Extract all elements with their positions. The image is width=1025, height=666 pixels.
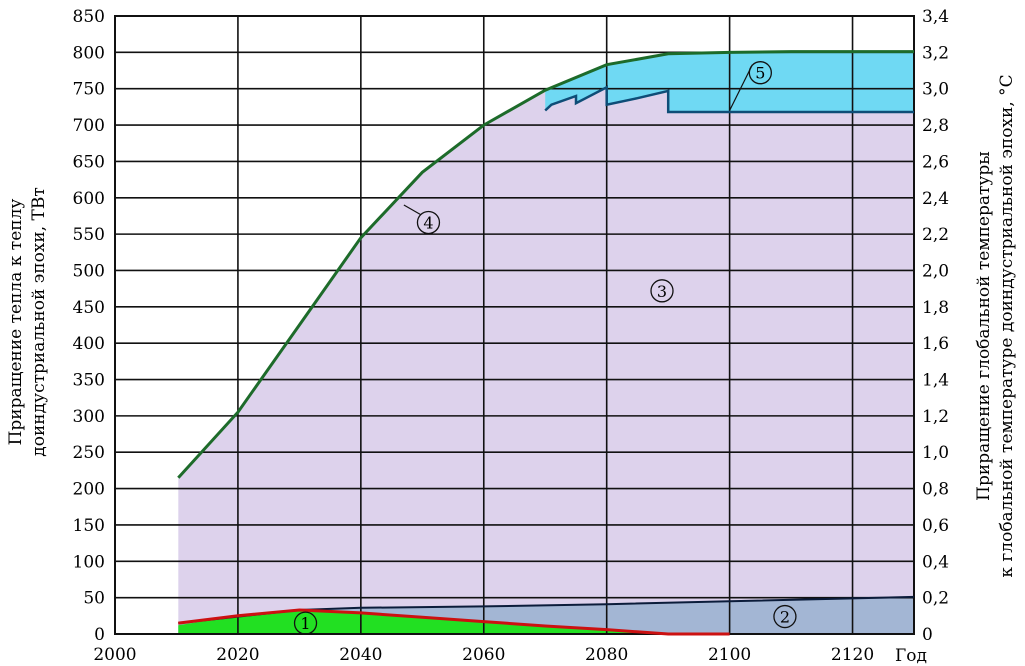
marker-3-circle (650, 279, 674, 303)
y-right-tick-label-17: 3,4 (922, 7, 949, 27)
y-left-tick-label-850: 850 (73, 7, 105, 27)
y-right-tick-label-14: 2,8 (922, 116, 949, 136)
y-left-tick-label-50: 50 (83, 589, 105, 609)
marker-5-leader (729, 64, 753, 111)
series-red-line (178, 608, 730, 636)
marker-2-circle (773, 604, 797, 629)
y-left-tick-label-300: 300 (73, 407, 105, 427)
x-tick-label-2120: 2120 (831, 645, 874, 665)
y-right-tick-label-8: 1,6 (922, 334, 949, 354)
marker-1-label: 1 (300, 614, 310, 633)
plot-frame (114, 15, 915, 635)
y-right-tick-label-1: 0,2 (922, 589, 949, 609)
x-tick-label-2000: 2000 (93, 645, 136, 665)
y-left-tick-label-700: 700 (73, 116, 105, 136)
series-1-area (178, 610, 669, 634)
y-right-tick-label-12: 2,4 (922, 189, 949, 209)
y-right-title-line2: к глобальной температуре доиндустриально… (997, 74, 1017, 577)
chart-ticks: 2000 2020 2040 2060 2080 2100 2120050100150200… (73, 7, 950, 665)
marker-4-leader (403, 204, 421, 216)
marker-5-label: 5 (755, 64, 765, 83)
y-right-tick-label-11: 2,2 (922, 225, 949, 245)
y-right-title-line1: Приращение глобальной температуры (974, 151, 994, 501)
y-right-tick-label-5: 1,0 (922, 443, 949, 463)
y-right-tick-label-2: 0,4 (922, 552, 949, 572)
y-right-tick-label-3: 0,6 (922, 516, 949, 536)
y-left-tick-label-0: 0 (94, 625, 105, 645)
y-right-tick-label-15: 3,0 (922, 80, 949, 100)
x-axis-end-label: Год (895, 646, 927, 666)
y-left-tick-label-750: 750 (73, 80, 105, 100)
marker-1-circle (293, 611, 318, 635)
x-tick-label-2040: 2040 (339, 645, 382, 665)
y-left-title-line2: доиндустриальной эпохи, ТВт (29, 187, 49, 457)
y-right-tick-label-4: 0,8 (922, 480, 949, 500)
y-right-tick-label-7: 1,4 (922, 371, 949, 391)
y-left-tick-label-450: 450 (73, 298, 105, 318)
marker-2-label: 2 (780, 608, 790, 627)
y-left-tick-label-250: 250 (73, 443, 105, 463)
marker-5-circle (748, 61, 772, 85)
y-left-tick-label-550: 550 (73, 225, 105, 245)
series-4-line (177, 50, 914, 479)
y-right-tick-label-0: 0 (922, 625, 933, 645)
y-right-tick-label-10: 2,0 (922, 261, 949, 281)
x-tick-label-2080: 2080 (585, 645, 628, 665)
x-tick-label-2060: 2060 (462, 645, 505, 665)
x-tick-label-2020: 2020 (216, 645, 259, 665)
y-left-tick-label-350: 350 (73, 371, 105, 391)
y-right-tick-label-13: 2,6 (922, 152, 949, 172)
marker-4-circle (416, 210, 441, 235)
chart-grid (114, 15, 915, 635)
y-left-tick-label-400: 400 (73, 334, 105, 354)
y-left-tick-label-150: 150 (73, 516, 105, 536)
y-left-tick-label-600: 600 (73, 189, 105, 209)
marker-3-label: 3 (657, 282, 667, 301)
chart-markers: 1 2 3 4 5 (293, 61, 797, 635)
marker-4-label: 4 (423, 213, 433, 232)
y-left-tick-label-100: 100 (73, 552, 105, 572)
y-left-title-line1: Приращение тепла к теплу (6, 199, 26, 446)
x-tick-label-2100: 2100 (708, 645, 751, 665)
y-right-tick-label-9: 1,8 (922, 298, 949, 318)
chart-lines (177, 50, 915, 636)
series-5-boundary (544, 85, 914, 114)
y-left-tick-label-500: 500 (73, 261, 105, 281)
y-right-tick-label-16: 3,2 (922, 43, 949, 63)
y-right-tick-label-6: 1,2 (922, 407, 949, 427)
y-left-tick-label-200: 200 (73, 480, 105, 500)
y-left-tick-label-800: 800 (73, 43, 105, 63)
y-left-tick-label-650: 650 (73, 152, 105, 172)
